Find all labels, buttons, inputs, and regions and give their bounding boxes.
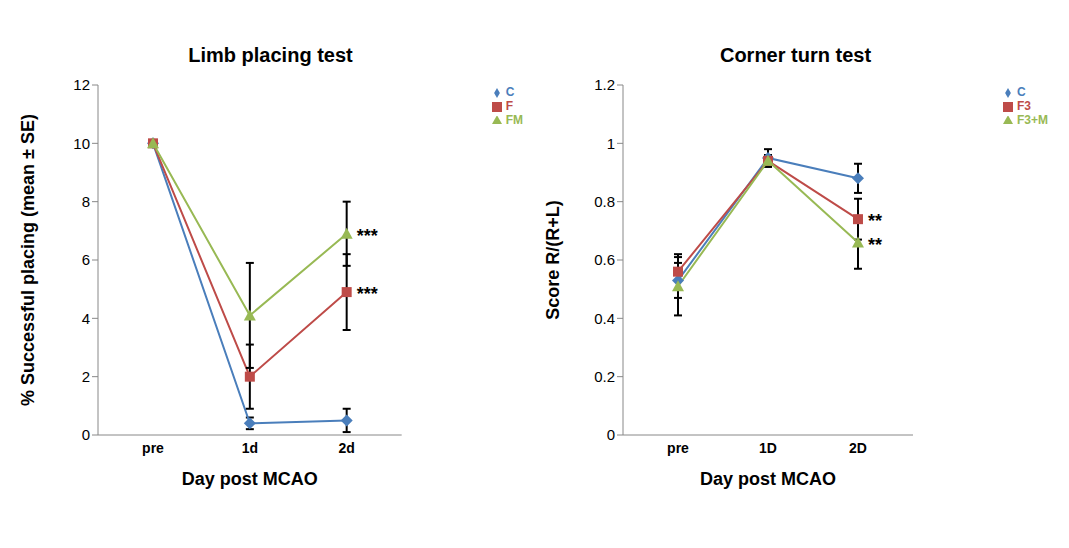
- svg-text:12: 12: [73, 76, 90, 93]
- svg-text:4: 4: [82, 310, 90, 327]
- html-text:FM: FM: [505, 113, 523, 127]
- html-text:C: C: [1017, 85, 1026, 99]
- svg-text:***: ***: [357, 284, 378, 304]
- svg-text:**: **: [868, 211, 882, 231]
- svg-text:0: 0: [82, 426, 90, 443]
- svg-text:2D: 2D: [849, 440, 867, 456]
- html-text:F: F: [505, 99, 513, 113]
- svg-text:0.8: 0.8: [594, 193, 615, 210]
- svg-text:1.2: 1.2: [594, 76, 615, 93]
- svg-text:2d: 2d: [339, 440, 355, 456]
- svg-text:***: ***: [357, 226, 378, 246]
- svg-text:pre: pre: [667, 440, 689, 456]
- svg-text:1: 1: [607, 135, 615, 152]
- svg-text:0: 0: [607, 426, 615, 443]
- html-text:Corner turn test: Corner turn test: [719, 44, 872, 66]
- svg-text:1D: 1D: [759, 440, 777, 456]
- svg-text:% Successful placing (mean ± S: % Successful placing (mean ± SE): [18, 114, 38, 406]
- svg-text:Day post MCAO: Day post MCAO: [700, 469, 836, 489]
- html-text:F3: F3: [1017, 99, 1031, 113]
- svg-text:2: 2: [82, 368, 90, 385]
- svg-text:0.2: 0.2: [594, 368, 615, 385]
- svg-text:pre: pre: [142, 440, 164, 456]
- svg-text:10: 10: [73, 135, 90, 152]
- svg-text:0.4: 0.4: [594, 310, 615, 327]
- svg-text:**: **: [868, 235, 882, 255]
- svg-text:1d: 1d: [242, 440, 258, 456]
- html-text:C: C: [505, 85, 515, 99]
- html-text:Limb placing test: Limb placing test: [188, 44, 353, 66]
- svg-text:8: 8: [82, 193, 90, 210]
- svg-text:Day post MCAO: Day post MCAO: [182, 469, 318, 489]
- svg-text:0.6: 0.6: [594, 251, 615, 268]
- svg-text:Score R/(R+L): Score R/(R+L): [543, 200, 563, 320]
- html-text:F3+M: F3+M: [1017, 113, 1048, 127]
- svg-text:6: 6: [82, 251, 90, 268]
